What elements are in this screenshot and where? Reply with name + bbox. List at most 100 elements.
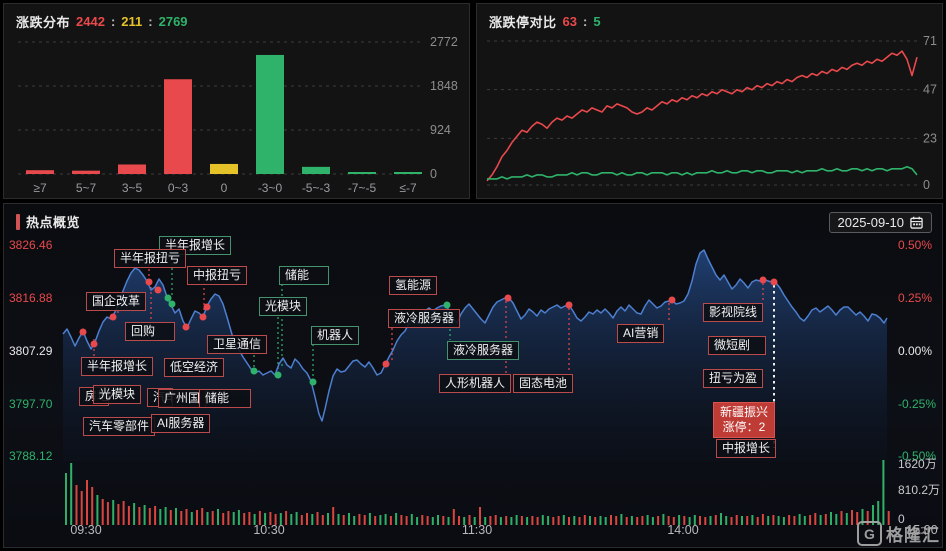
volume-bar [782,517,785,525]
dist-bar [26,170,54,174]
hotspot-label[interactable]: 低空经济 [164,358,225,377]
volume-bar [258,511,261,525]
hotspot-label[interactable]: 半年报扭亏 [114,249,187,268]
hotspot-label[interactable]: 回购 [125,322,175,341]
volume-bar [70,463,73,525]
y-axis-tick: 71 [923,34,937,48]
hotspot-label[interactable]: AI营销 [617,324,665,343]
event-dot-red[interactable] [154,286,162,294]
tooltip-line2: 涨停：2 [722,420,766,434]
volume-bar [552,517,555,525]
volume-bar [866,511,869,525]
hotspot-label[interactable]: 中报增长 [716,439,777,458]
hotspot-label[interactable]: 储能 [279,266,329,285]
volume-bar [714,515,717,525]
volume-bar [562,515,565,525]
distribution-bar-chart[interactable]: 0 924 1848 2772 ≥7 5~7 3~5 0~3 0 -3~0 -5~-3 -7~-5 ≤-… [4,4,469,198]
hotspot-label[interactable]: 储能 [199,389,251,408]
volume-bar [154,506,157,525]
volume-bar [206,512,209,525]
hotspot-label[interactable]: 固态电池 [513,374,574,393]
hotspot-label[interactable]: 影视院线 [703,303,764,322]
volume-bar [190,512,193,525]
panel-limit-compare: 涨跌停对比 63 : 5 0 23 47 71 [476,3,943,199]
volume-bar [175,508,177,525]
dist-bar [164,79,192,174]
hotspot-label[interactable]: 人形机器人 [439,374,512,393]
hotspot-label[interactable]: 汽车零部件 [83,417,156,436]
y-axis-tick: 0 [923,178,930,192]
volume-bar [159,509,162,525]
event-dot-red[interactable] [145,278,153,286]
hotspot-label[interactable]: 半年报增长 [81,357,154,376]
hotspot-label[interactable]: 氢能源 [389,276,438,295]
volume-bar [568,517,570,525]
hotspot-label[interactable]: 液冷服务器 [388,309,461,328]
event-dot-red[interactable] [203,303,211,311]
event-dot-green[interactable] [274,371,282,379]
volume-bar [306,513,308,525]
distribution-title: 涨跌分布 [16,15,71,30]
limit-line-chart[interactable]: 0 23 47 71 [477,4,942,198]
volume-bar [332,507,335,525]
event-dot-green[interactable] [443,301,451,309]
event-dot-red[interactable] [199,313,207,321]
volume-bar [264,513,267,525]
hotspot-label[interactable]: 中报扭亏 [187,266,248,285]
limit-down-line [487,165,918,180]
volume-bar [693,515,696,525]
event-dot-red[interactable] [90,340,98,348]
hotspot-label[interactable]: AI服务器 [151,414,211,433]
volume-bar [594,517,597,525]
volume-bar [479,507,481,525]
event-dot-red[interactable] [504,294,512,302]
date-picker[interactable]: 2025-09-10 [828,212,932,233]
volume-bar [872,505,874,525]
event-dot-red[interactable] [79,328,87,336]
volume-bar [735,515,738,525]
hotspot-label[interactable]: 光模块 [93,385,142,404]
event-dot-green[interactable] [250,367,258,375]
event-dot-red[interactable] [109,313,117,321]
volume-bar [96,495,99,525]
volume-bar [630,516,633,525]
event-dot-red[interactable] [759,276,767,284]
hotspot-label[interactable]: 广州国 [158,389,207,408]
event-dot-red[interactable] [182,323,190,331]
event-dot-red[interactable] [668,296,676,304]
limit-down-count: 5 [593,14,601,29]
volume-bar [243,513,246,525]
volume-bar [353,516,356,525]
hotspot-label[interactable]: 光模块 [259,297,308,316]
volume-bar [106,502,109,525]
volume-bar [196,510,198,525]
event-dot-red[interactable] [382,360,390,368]
hotspot-label[interactable]: 扭亏为盈 [703,369,764,388]
left-axis-label: 3816.88 [9,291,53,305]
volume-bar [835,514,838,525]
volume-bar [169,510,172,525]
event-dot-green[interactable] [164,294,172,302]
event-dot-green[interactable] [168,300,176,308]
hotspot-label[interactable]: 卫星通信 [207,335,268,354]
hotspot-label[interactable]: 机器人 [311,326,360,345]
volume-bar [316,512,319,525]
hotspot-label[interactable]: 国企改革 [86,292,147,311]
hotspot-label[interactable]: 液冷服务器 [447,341,520,360]
volume-bar [80,491,83,525]
hotspot-label[interactable]: 微短剧 [708,336,766,355]
volume-bar [641,516,644,525]
event-dot-red[interactable] [770,278,778,286]
volume-bar [657,516,660,525]
dist-bar [348,172,376,174]
volume-bar [75,485,78,525]
event-dot-green[interactable] [309,378,317,386]
volume-bar [384,514,387,525]
volume-bar [699,516,701,525]
x-axis-label: ≥7 [33,181,47,195]
volume-bar [468,515,471,525]
volume-bar [704,517,707,525]
event-dot-red[interactable] [565,301,573,309]
volume-bar [374,516,377,525]
x-axis-label: -3~0 [258,181,283,195]
